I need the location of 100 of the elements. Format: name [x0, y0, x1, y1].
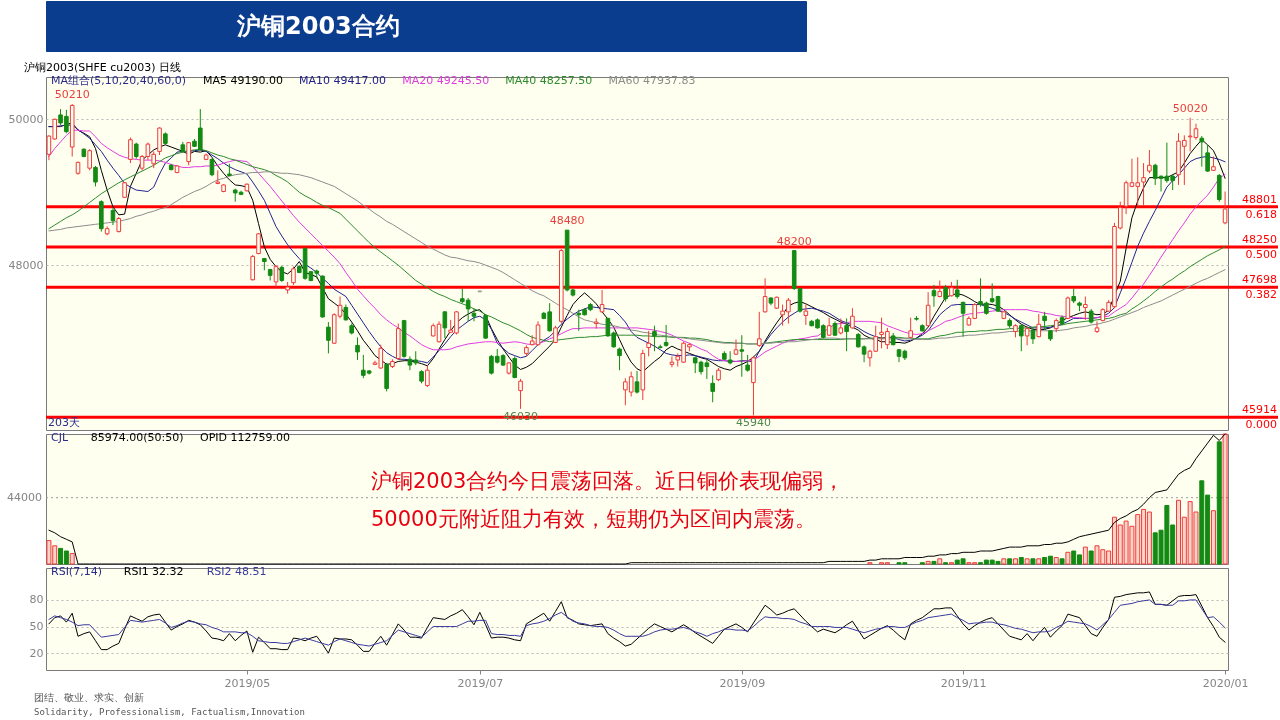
candlestick [634, 370, 640, 395]
bar [1036, 558, 1042, 565]
candlestick [250, 254, 255, 281]
candlestick [128, 137, 133, 164]
bar [925, 560, 931, 565]
candlestick [599, 289, 605, 314]
annotation: 48200 [776, 234, 812, 248]
candlestick [710, 374, 715, 403]
text: MA10 49417.00 [299, 74, 387, 87]
text: MA40 48257.50 [505, 74, 593, 87]
candlestick [663, 324, 669, 348]
candlestick [425, 364, 430, 388]
legend-title: RSI(7,14) [51, 565, 102, 578]
y-tick-label: 48000 [8, 258, 44, 272]
candlestick [518, 378, 523, 410]
candlestick [1042, 311, 1047, 331]
text: MA5 49190.00 [202, 74, 283, 87]
candlestick [1019, 323, 1024, 352]
annotation: 203天 [48, 416, 80, 429]
bar [1094, 545, 1100, 565]
bar [69, 553, 75, 565]
bar [46, 540, 52, 565]
bar [52, 545, 58, 565]
text: 团结、敬业、求实、创新 [34, 692, 144, 703]
candlestick [326, 321, 331, 354]
bar [1216, 441, 1222, 565]
candlestick [646, 330, 651, 357]
bar [1030, 558, 1036, 565]
bar [937, 558, 943, 565]
annotation: 46030 [503, 409, 539, 423]
candlestick [844, 317, 849, 352]
bar [1088, 550, 1094, 565]
annotation: 沪铜2003合约今日震荡回落。近日铜价表现偏弱， [371, 469, 845, 493]
candlestick [1094, 320, 1100, 334]
bar [1181, 516, 1187, 565]
candlestick [762, 277, 768, 314]
bar [1141, 508, 1147, 565]
bar [1082, 546, 1088, 565]
candlestick [669, 355, 675, 368]
candlestick [355, 336, 360, 361]
annotation: 50210 [54, 87, 90, 101]
bar [1123, 520, 1129, 565]
text: 44000 [7, 490, 42, 504]
bar [1146, 511, 1152, 565]
text: OPID 112759.00 [200, 431, 291, 444]
candlestick [925, 291, 931, 327]
legend-title: MA组合(5,10,20,40,60,0) [51, 74, 187, 87]
x-tick-label: 2020/01 [1202, 676, 1249, 690]
text: Solidarity, Professionalism, Factualism,Innovation [34, 707, 305, 717]
y-tick-label: 20 [29, 646, 44, 660]
bar [1187, 501, 1193, 565]
candlestick [756, 311, 762, 348]
bar [1001, 558, 1007, 565]
text: MA20 49245.50 [402, 74, 490, 87]
annotation: 0.500 [1245, 247, 1277, 261]
bar [1135, 514, 1141, 565]
candlestick [850, 307, 855, 330]
chart-title: CJL [51, 431, 69, 444]
chart-subtitle: 85974.00(50:50) [90, 431, 184, 444]
annotation: 45914 [1242, 403, 1277, 417]
bar [1129, 525, 1135, 565]
annotation: 47698 [1242, 273, 1277, 287]
bar [1193, 511, 1199, 565]
text: RSI1 32.32 [123, 565, 184, 578]
candlestick [1205, 144, 1210, 173]
bar [931, 560, 937, 565]
x-tick-label: 2019/11 [940, 676, 987, 690]
annotation: 0.618 [1245, 207, 1277, 221]
candlestick [273, 264, 279, 288]
line-series [48, 599, 1226, 647]
bar [1117, 524, 1123, 565]
bar [1007, 558, 1013, 565]
candlestick [1083, 296, 1088, 321]
candlestick [93, 165, 98, 187]
candlestick [739, 334, 745, 378]
bar [1018, 557, 1024, 565]
candlestick [1199, 135, 1205, 168]
annotation: 48250 [1242, 232, 1277, 246]
bar [1065, 551, 1071, 565]
bar [1210, 510, 1216, 565]
y-tick-label: 50000 [8, 112, 44, 126]
candlestick [483, 313, 488, 340]
annotation: 48480 [549, 214, 585, 228]
bar [1222, 433, 1228, 565]
candlestick [803, 304, 809, 326]
candlestick [291, 266, 296, 286]
candlestick [157, 126, 162, 156]
annotation: 0.000 [1245, 418, 1277, 432]
candlestick [954, 279, 960, 300]
chart-subtitle: 沪铜2003(SHFE cu2003) 日线 [24, 61, 182, 74]
bar [1059, 558, 1065, 565]
y-tick-label: 50 [29, 620, 44, 634]
bar [1100, 549, 1106, 565]
annotation: 50000元附近阻力有效，短期仍为区间内震荡。 [371, 507, 816, 531]
x-tick-label: 2019/07 [457, 676, 504, 690]
candlestick [826, 317, 832, 337]
line-series [48, 591, 1226, 654]
bar [1024, 558, 1030, 565]
candlestick [442, 310, 448, 339]
candlestick [1147, 149, 1152, 174]
